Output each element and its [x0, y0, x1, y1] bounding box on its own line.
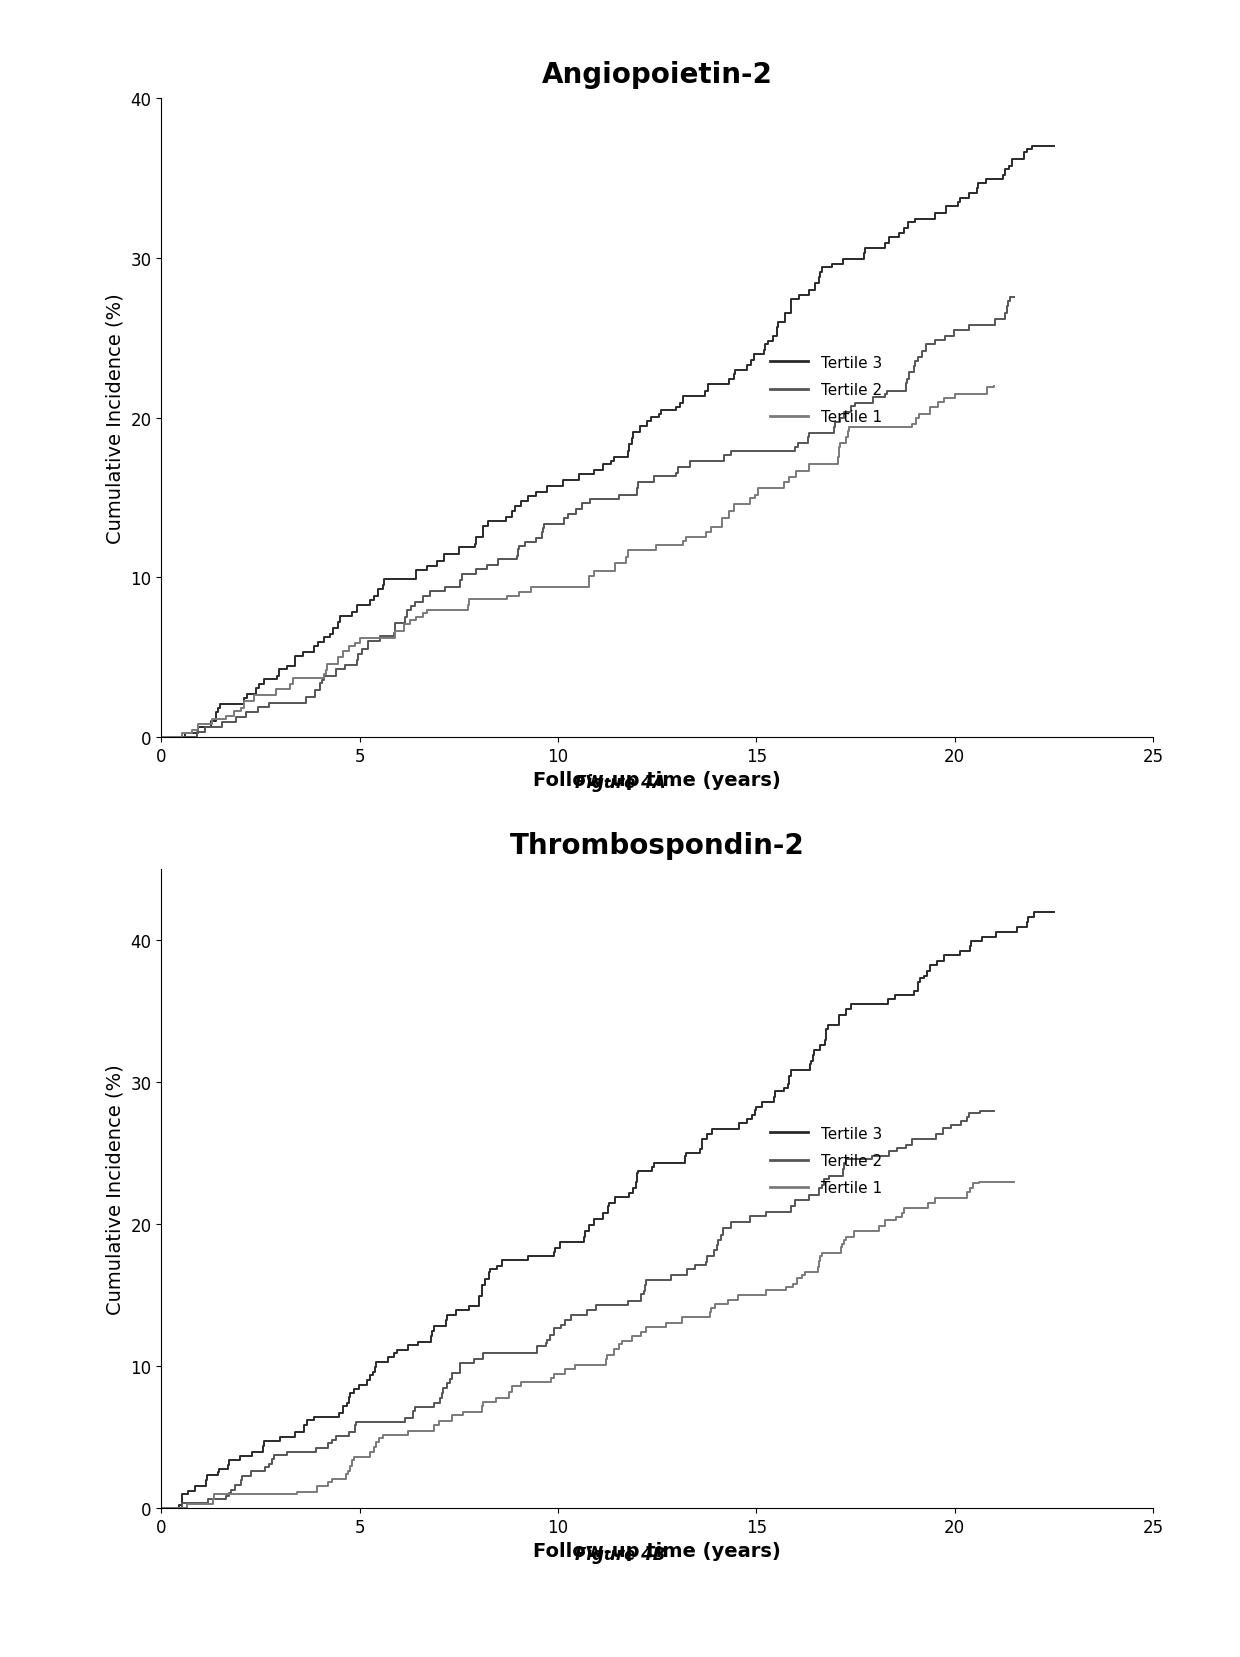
X-axis label: Follow-up time (years): Follow-up time (years) — [533, 1541, 781, 1561]
Y-axis label: Cumulative Incidence (%): Cumulative Incidence (%) — [105, 1064, 125, 1314]
Legend: Tertile 3, Tertile 2, Tertile 1: Tertile 3, Tertile 2, Tertile 1 — [764, 1120, 888, 1201]
Text: Figure 4A: Figure 4A — [574, 774, 666, 790]
Text: Figure 4B: Figure 4B — [575, 1546, 665, 1563]
X-axis label: Follow-up time (years): Follow-up time (years) — [533, 771, 781, 790]
Title: Thrombospondin-2: Thrombospondin-2 — [510, 832, 805, 860]
Title: Angiopoietin-2: Angiopoietin-2 — [542, 61, 773, 89]
Y-axis label: Cumulative Incidence (%): Cumulative Incidence (%) — [105, 293, 125, 543]
Legend: Tertile 3, Tertile 2, Tertile 1: Tertile 3, Tertile 2, Tertile 1 — [764, 350, 888, 431]
